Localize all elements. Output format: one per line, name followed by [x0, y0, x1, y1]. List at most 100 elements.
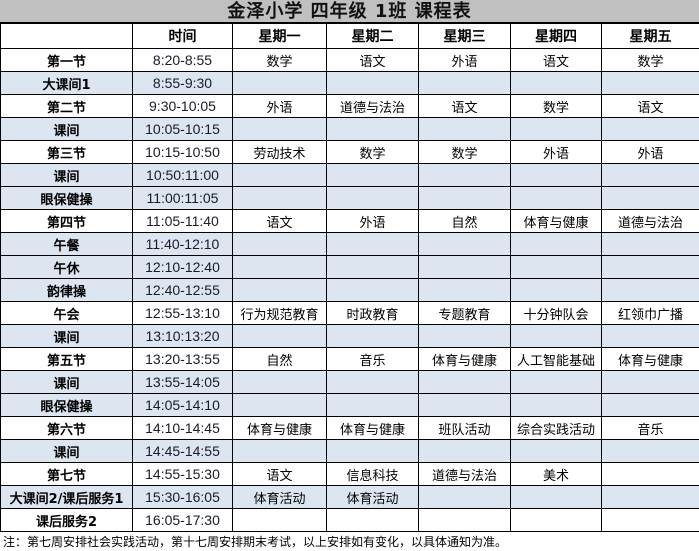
subject-cell[interactable]	[232, 439, 327, 463]
time-cell[interactable]: 16:05-17:30	[132, 508, 233, 532]
subject-cell[interactable]: 道德与法治	[326, 94, 419, 118]
period-name-cell[interactable]: 第六节	[0, 416, 133, 440]
subject-cell[interactable]	[510, 393, 602, 417]
time-cell[interactable]: 10:50:11:00	[132, 163, 233, 187]
subject-cell[interactable]: 外语	[418, 48, 511, 72]
subject-cell[interactable]: 自然	[232, 347, 327, 371]
subject-cell[interactable]: 体育与健康	[601, 347, 699, 371]
subject-cell[interactable]	[326, 117, 419, 141]
subject-cell[interactable]	[601, 163, 699, 187]
subject-cell[interactable]	[326, 278, 419, 302]
subject-cell[interactable]	[510, 508, 602, 532]
subject-cell[interactable]	[418, 439, 511, 463]
period-name-cell[interactable]: 大课间2/课后服务1	[0, 485, 133, 509]
subject-cell[interactable]: 综合实践活动	[510, 416, 602, 440]
subject-cell[interactable]: 体育与健康	[510, 209, 602, 233]
subject-cell[interactable]: 音乐	[326, 347, 419, 371]
period-name-cell[interactable]: 课后服务2	[0, 508, 133, 532]
subject-cell[interactable]: 道德与法治	[601, 209, 699, 233]
subject-cell[interactable]: 专题教育	[418, 301, 511, 325]
subject-cell[interactable]	[418, 278, 511, 302]
subject-cell[interactable]	[326, 71, 419, 95]
subject-cell[interactable]	[232, 232, 327, 256]
period-name-cell[interactable]: 课间	[0, 163, 133, 187]
subject-cell[interactable]: 数学	[232, 48, 327, 72]
time-cell[interactable]: 11:05-11:40	[132, 209, 233, 233]
period-name-cell[interactable]: 课间	[0, 117, 133, 141]
subject-cell[interactable]	[326, 186, 419, 210]
period-name-cell[interactable]: 第二节	[0, 94, 133, 118]
subject-cell[interactable]	[326, 439, 419, 463]
subject-cell[interactable]	[326, 163, 419, 187]
subject-cell[interactable]: 时政教育	[326, 301, 419, 325]
subject-cell[interactable]: 外语	[326, 209, 419, 233]
time-cell[interactable]: 13:20-13:55	[132, 347, 233, 371]
subject-cell[interactable]	[510, 71, 602, 95]
time-cell[interactable]: 11:00:11:05	[132, 186, 233, 210]
subject-cell[interactable]	[510, 163, 602, 187]
subject-cell[interactable]: 体育与健康	[326, 416, 419, 440]
subject-cell[interactable]	[601, 278, 699, 302]
subject-cell[interactable]: 数学	[510, 94, 602, 118]
subject-cell[interactable]	[232, 163, 327, 187]
subject-cell[interactable]	[232, 278, 327, 302]
subject-cell[interactable]: 体育与健康	[418, 347, 511, 371]
subject-cell[interactable]: 体育活动	[326, 485, 419, 509]
subject-cell[interactable]: 语文	[601, 94, 699, 118]
subject-cell[interactable]	[601, 508, 699, 532]
period-name-cell[interactable]: 第四节	[0, 209, 133, 233]
subject-cell[interactable]	[510, 255, 602, 279]
time-cell[interactable]: 13:55-14:05	[132, 370, 233, 394]
subject-cell[interactable]	[510, 439, 602, 463]
subject-cell[interactable]: 体育与健康	[232, 416, 327, 440]
subject-cell[interactable]: 语文	[232, 462, 327, 486]
time-cell[interactable]: 10:15-10:50	[132, 140, 233, 164]
time-cell[interactable]: 9:30-10:05	[132, 94, 233, 118]
subject-cell[interactable]	[232, 186, 327, 210]
time-cell[interactable]: 12:10-12:40	[132, 255, 233, 279]
subject-cell[interactable]: 数学	[601, 48, 699, 72]
subject-cell[interactable]	[326, 324, 419, 348]
subject-cell[interactable]: 语文	[418, 94, 511, 118]
period-name-cell[interactable]: 午休	[0, 255, 133, 279]
subject-cell[interactable]: 信息科技	[326, 462, 419, 486]
period-name-cell[interactable]: 眼保健操	[0, 393, 133, 417]
subject-cell[interactable]: 外语	[510, 140, 602, 164]
subject-cell[interactable]	[418, 71, 511, 95]
subject-cell[interactable]: 外语	[601, 140, 699, 164]
subject-cell[interactable]	[601, 324, 699, 348]
time-cell[interactable]: 12:40-12:55	[132, 278, 233, 302]
subject-cell[interactable]: 自然	[418, 209, 511, 233]
subject-cell[interactable]	[601, 71, 699, 95]
subject-cell[interactable]	[418, 324, 511, 348]
time-cell[interactable]: 15:30-16:05	[132, 485, 233, 509]
subject-cell[interactable]: 语文	[510, 48, 602, 72]
subject-cell[interactable]	[232, 324, 327, 348]
period-name-cell[interactable]: 课间	[0, 439, 133, 463]
period-name-cell[interactable]: 课间	[0, 324, 133, 348]
subject-cell[interactable]	[418, 508, 511, 532]
subject-cell[interactable]	[418, 370, 511, 394]
subject-cell[interactable]	[418, 232, 511, 256]
subject-cell[interactable]	[510, 324, 602, 348]
time-cell[interactable]: 10:05-10:15	[132, 117, 233, 141]
subject-cell[interactable]	[510, 117, 602, 141]
subject-cell[interactable]: 红领巾广播	[601, 301, 699, 325]
subject-cell[interactable]	[232, 508, 327, 532]
time-cell[interactable]: 12:55-13:10	[132, 301, 233, 325]
subject-cell[interactable]: 音乐	[601, 416, 699, 440]
time-cell[interactable]: 14:45-14:55	[132, 439, 233, 463]
subject-cell[interactable]	[326, 370, 419, 394]
period-name-cell[interactable]: 第五节	[0, 347, 133, 371]
subject-cell[interactable]	[510, 232, 602, 256]
subject-cell[interactable]	[601, 462, 699, 486]
subject-cell[interactable]	[418, 117, 511, 141]
time-cell[interactable]: 13:10:13:20	[132, 324, 233, 348]
subject-cell[interactable]	[326, 393, 419, 417]
subject-cell[interactable]: 体育活动	[232, 485, 327, 509]
subject-cell[interactable]	[601, 485, 699, 509]
subject-cell[interactable]	[601, 186, 699, 210]
subject-cell[interactable]	[601, 232, 699, 256]
subject-cell[interactable]: 人工智能基础	[510, 347, 602, 371]
period-name-cell[interactable]: 午会	[0, 301, 133, 325]
